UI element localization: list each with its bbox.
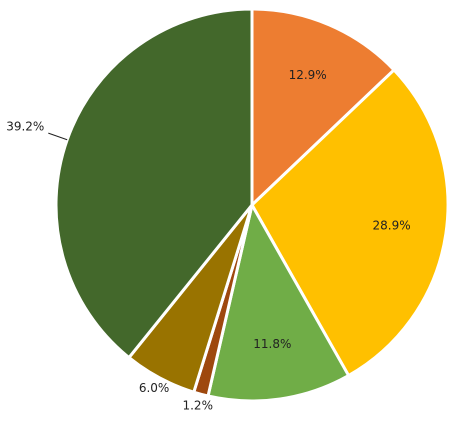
leader-line xyxy=(48,132,68,141)
data-label: 1.2% xyxy=(182,398,213,412)
data-label: 6.0% xyxy=(139,381,170,395)
data-label: 11.8% xyxy=(253,337,291,351)
data-label: 12.9% xyxy=(289,68,327,82)
data-label: 39.2% xyxy=(6,120,44,134)
pie-slice xyxy=(250,7,397,209)
pie-slice xyxy=(250,67,450,378)
pie-slice xyxy=(206,200,351,403)
data-label: 28.9% xyxy=(373,218,411,232)
